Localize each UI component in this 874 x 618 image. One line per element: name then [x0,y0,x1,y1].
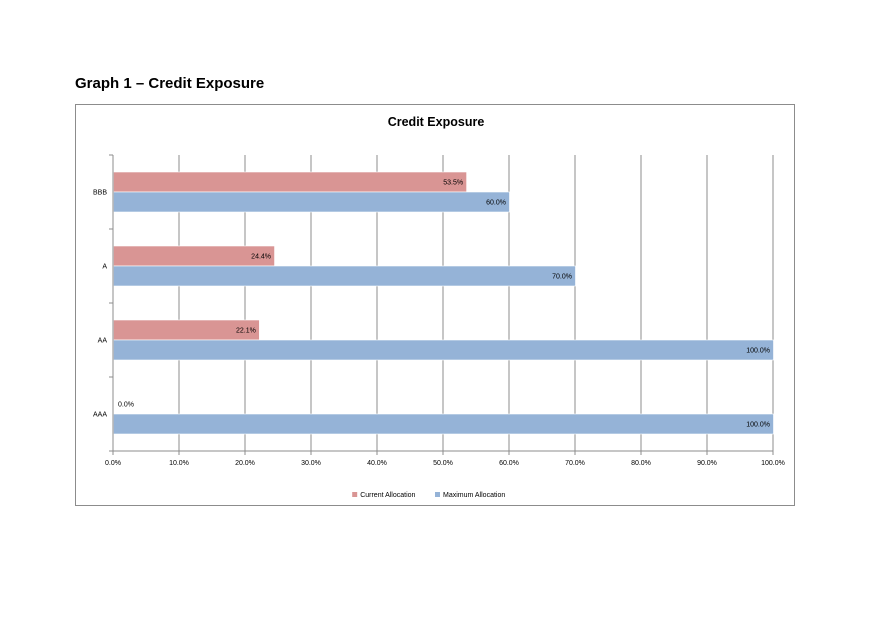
axes: 0.0% 10.0% 20.0% 30.0% 40.0% 50.0% 60.0% 70.0% 8… [93,154,785,467]
legend-label: Maximum Allocation [443,492,505,499]
y-category-label: AAA [93,412,107,419]
data-label: 70.0% [552,274,572,281]
data-label: 53.5% [443,180,463,187]
x-tick-label: 0.0% [105,460,121,467]
y-category-label: A [102,264,107,271]
x-tick-label: 20.0% [235,460,255,467]
chart-title: Credit Exposure [388,115,485,129]
x-tick-label: 90.0% [697,460,717,467]
data-label: 100.0% [746,348,770,355]
x-tick-label: 100.0% [761,460,785,467]
data-label: 0.0% [118,402,134,409]
legend: Current Allocation Maximum Allocation [352,492,505,499]
bar-maximum-allocation [113,265,576,287]
bar-current-allocation [113,171,467,193]
y-category-label: BBB [93,190,107,197]
data-label: 22.1% [236,328,256,335]
bar-maximum-allocation [113,339,774,361]
legend-swatch [435,492,440,497]
page-heading: Graph 1 – Credit Exposure [75,75,265,92]
legend-label: Current Allocation [360,492,415,499]
legend-swatch [352,492,358,497]
x-tick-label: 50.0% [433,460,453,467]
chart-frame: Credit Exposure 53.5% 60.0% 24.4% 70.0% 22.1… [75,104,795,506]
x-tick-label: 30.0% [301,460,321,467]
data-label: 24.4% [251,254,271,261]
x-tick-label: 10.0% [169,460,189,467]
x-tick-label: 60.0% [499,460,519,467]
credit-exposure-chart: Credit Exposure 53.5% 60.0% 24.4% 70.0% 22.1… [93,115,785,499]
bar-maximum-allocation [113,413,774,435]
bar-maximum-allocation [113,191,510,213]
x-tick-label: 70.0% [565,460,585,467]
x-tick-label: 40.0% [367,460,387,467]
data-label: 100.0% [746,422,770,429]
data-label: 60.0% [486,200,506,207]
y-category-label: AA [98,338,108,345]
x-tick-label: 80.0% [631,460,651,467]
